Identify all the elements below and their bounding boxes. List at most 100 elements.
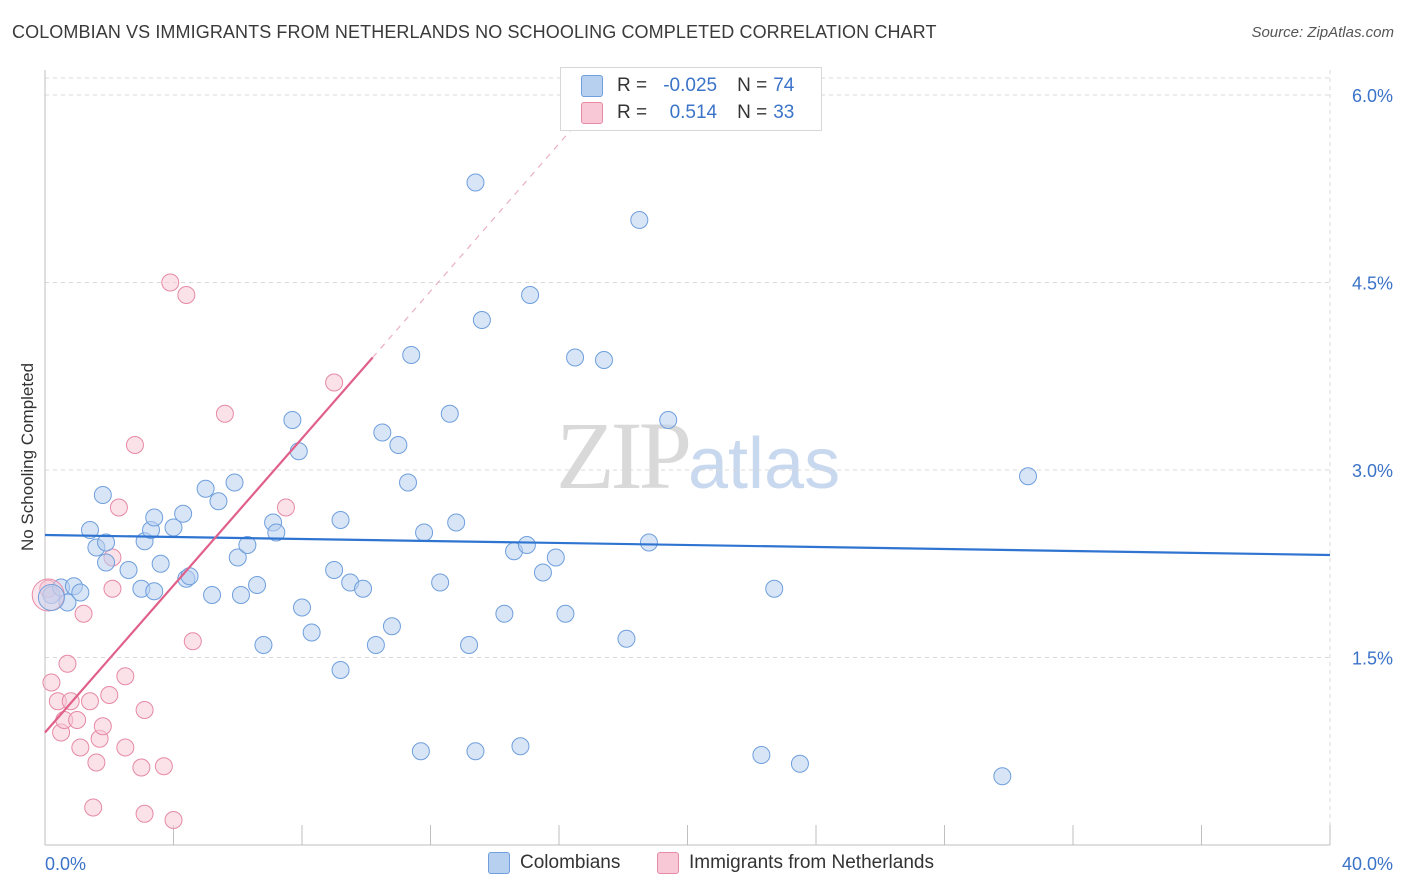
point-colombians bbox=[415, 523, 434, 542]
point-colombians bbox=[790, 754, 809, 773]
x-tick-label: 40.0% bbox=[1342, 854, 1393, 874]
point-netherlands bbox=[276, 498, 295, 517]
n-value: 74 bbox=[773, 75, 795, 96]
point-colombians bbox=[594, 351, 613, 369]
n-label: N = bbox=[737, 75, 768, 96]
point-colombians bbox=[389, 436, 408, 454]
point-colombians bbox=[58, 593, 77, 612]
legend-swatch-pink bbox=[657, 852, 679, 874]
point-colombians bbox=[283, 411, 302, 429]
point-netherlands bbox=[87, 753, 106, 772]
point-netherlands bbox=[125, 436, 144, 454]
point-colombians bbox=[209, 492, 228, 511]
point-colombians bbox=[97, 533, 116, 552]
point-colombians bbox=[366, 636, 385, 654]
point-colombians bbox=[466, 173, 485, 192]
point-colombians bbox=[566, 348, 585, 367]
point-colombians bbox=[411, 742, 430, 761]
point-colombians bbox=[447, 513, 466, 532]
trend-lines bbox=[44, 69, 1331, 734]
point-colombians bbox=[331, 661, 350, 679]
point-colombians bbox=[97, 553, 116, 572]
point-colombians bbox=[659, 411, 678, 429]
point-colombians bbox=[325, 561, 344, 579]
point-colombians bbox=[993, 767, 1012, 786]
point-colombians bbox=[145, 582, 164, 601]
point-colombians bbox=[231, 586, 250, 604]
r-value: 0.514 bbox=[669, 102, 718, 123]
r-label: R = bbox=[617, 102, 648, 123]
point-colombians bbox=[765, 579, 784, 598]
point-colombians bbox=[373, 423, 392, 442]
point-netherlands bbox=[68, 711, 87, 729]
y-tick-label: 4.5% bbox=[1352, 274, 1393, 294]
point-netherlands bbox=[93, 717, 112, 736]
point-colombians bbox=[302, 623, 321, 642]
point-netherlands bbox=[42, 673, 61, 692]
point-colombians bbox=[248, 576, 267, 594]
chart-title: COLOMBIAN VS IMMIGRANTS FROM NETHERLANDS… bbox=[12, 22, 937, 42]
point-colombians bbox=[293, 598, 311, 617]
point-colombians bbox=[630, 211, 649, 229]
axes bbox=[44, 70, 1331, 846]
r-value: -0.025 bbox=[663, 75, 718, 96]
point-colombians bbox=[331, 511, 350, 529]
point-colombians bbox=[196, 479, 215, 498]
point-colombians bbox=[402, 346, 421, 364]
trend-line-colombians bbox=[44, 533, 1331, 557]
x-tick-label: 0.0% bbox=[45, 854, 86, 874]
point-netherlands bbox=[164, 811, 183, 829]
point-netherlands bbox=[135, 701, 154, 719]
point-colombians bbox=[431, 573, 450, 592]
series-legend: Colombians Immigrants from Netherlands bbox=[0, 852, 1406, 878]
point-colombians bbox=[228, 548, 247, 567]
points bbox=[31, 173, 1038, 829]
point-colombians bbox=[517, 536, 536, 554]
y-tick-label: 6.0% bbox=[1352, 86, 1393, 106]
point-colombians-cluster bbox=[37, 584, 65, 611]
point-netherlands bbox=[132, 758, 151, 777]
point-colombians bbox=[521, 286, 540, 304]
point-netherlands bbox=[84, 798, 103, 817]
point-colombians bbox=[254, 636, 273, 654]
point-colombians bbox=[80, 521, 99, 539]
point-colombians bbox=[174, 504, 193, 523]
point-netherlands bbox=[116, 667, 135, 686]
point-colombians bbox=[546, 548, 565, 567]
legend-label: Colombians bbox=[520, 852, 621, 873]
n-label: N = bbox=[737, 102, 768, 123]
source-label: Source: ZipAtlas.com bbox=[1251, 24, 1394, 41]
point-colombians bbox=[511, 737, 530, 756]
point-netherlands bbox=[177, 286, 196, 304]
legend-label: Immigrants from Netherlands bbox=[689, 852, 934, 873]
point-colombians bbox=[354, 579, 373, 598]
correlation-legend: R = -0.025 N = 74 R = 0.514 N = 33 bbox=[560, 67, 822, 131]
point-colombians bbox=[382, 617, 401, 636]
point-colombians bbox=[472, 311, 491, 329]
point-colombians bbox=[617, 629, 636, 648]
r-label: R = bbox=[617, 75, 648, 96]
y-axis-label: No Schooling Completed bbox=[18, 362, 37, 552]
point-colombians bbox=[495, 604, 514, 623]
point-colombians bbox=[71, 583, 90, 602]
point-colombians bbox=[119, 561, 138, 579]
point-netherlands bbox=[215, 404, 234, 423]
legend-item-netherlands: Immigrants from Netherlands bbox=[657, 852, 934, 874]
watermark-atlas: atlas bbox=[688, 424, 841, 504]
legend-row-netherlands: R = 0.514 N = 33 bbox=[581, 100, 794, 126]
point-colombians bbox=[145, 508, 164, 527]
point-netherlands bbox=[183, 632, 202, 651]
legend-item-colombians: Colombians bbox=[488, 852, 620, 874]
point-colombians bbox=[93, 486, 112, 504]
point-netherlands bbox=[100, 686, 119, 704]
y-tick-label: 3.0% bbox=[1352, 461, 1393, 481]
n-value: 33 bbox=[773, 102, 795, 123]
point-colombians bbox=[289, 442, 308, 461]
legend-row-colombians: R = -0.025 N = 74 bbox=[581, 73, 794, 99]
point-netherlands bbox=[109, 498, 128, 517]
legend-swatch-pink bbox=[581, 102, 603, 124]
point-colombians bbox=[639, 533, 658, 552]
legend-swatch-blue bbox=[488, 852, 510, 874]
point-netherlands bbox=[135, 804, 154, 823]
